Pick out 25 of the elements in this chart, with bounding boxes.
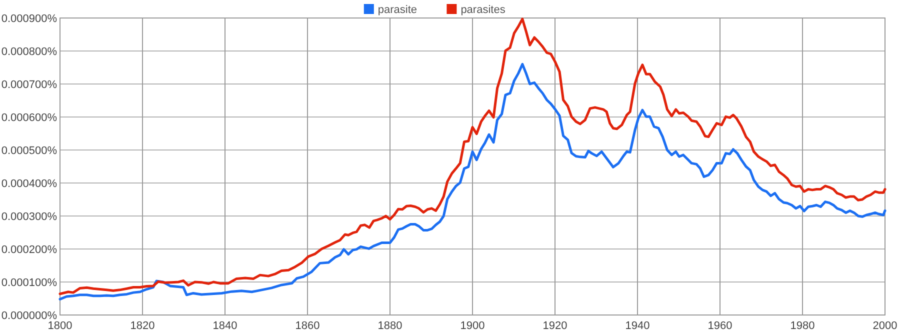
x-tick-label: 1880 bbox=[378, 320, 402, 330]
x-tick-label: 1860 bbox=[295, 320, 320, 330]
y-tick-label: 0.000000% bbox=[1, 310, 58, 322]
y-tick-label: 0.000600% bbox=[1, 112, 58, 124]
y-tick-label: 0.000800% bbox=[1, 46, 58, 58]
x-tick-label: 1980 bbox=[790, 320, 815, 330]
y-tick-label: 0.000300% bbox=[1, 210, 58, 223]
x-tick-label: 1800 bbox=[48, 320, 72, 330]
y-tick-label: 0.000500% bbox=[1, 144, 58, 157]
line-series bbox=[58, 18, 886, 296]
x-tick-label: 1940 bbox=[625, 320, 650, 330]
y-tick-label: 0.000900% bbox=[1, 12, 58, 25]
x-tick-label: 1820 bbox=[130, 320, 155, 330]
y-tick-label: 0.000400% bbox=[1, 178, 58, 190]
y-tick-label: 0.000700% bbox=[1, 78, 58, 91]
legend-label: parasite bbox=[378, 4, 418, 16]
y-tick-label: 0.000200% bbox=[1, 244, 58, 256]
x-tick-label: 1960 bbox=[708, 320, 732, 330]
y-tick-label: 0.000100% bbox=[1, 276, 58, 289]
x-tick-label: 1840 bbox=[212, 320, 238, 330]
x-tick-label: 1920 bbox=[542, 320, 568, 330]
line-series bbox=[58, 62, 886, 300]
legend-label: parasites bbox=[460, 4, 506, 16]
x-tick-label: 1900 bbox=[460, 320, 485, 330]
x-tick-label: 2000 bbox=[872, 320, 898, 330]
